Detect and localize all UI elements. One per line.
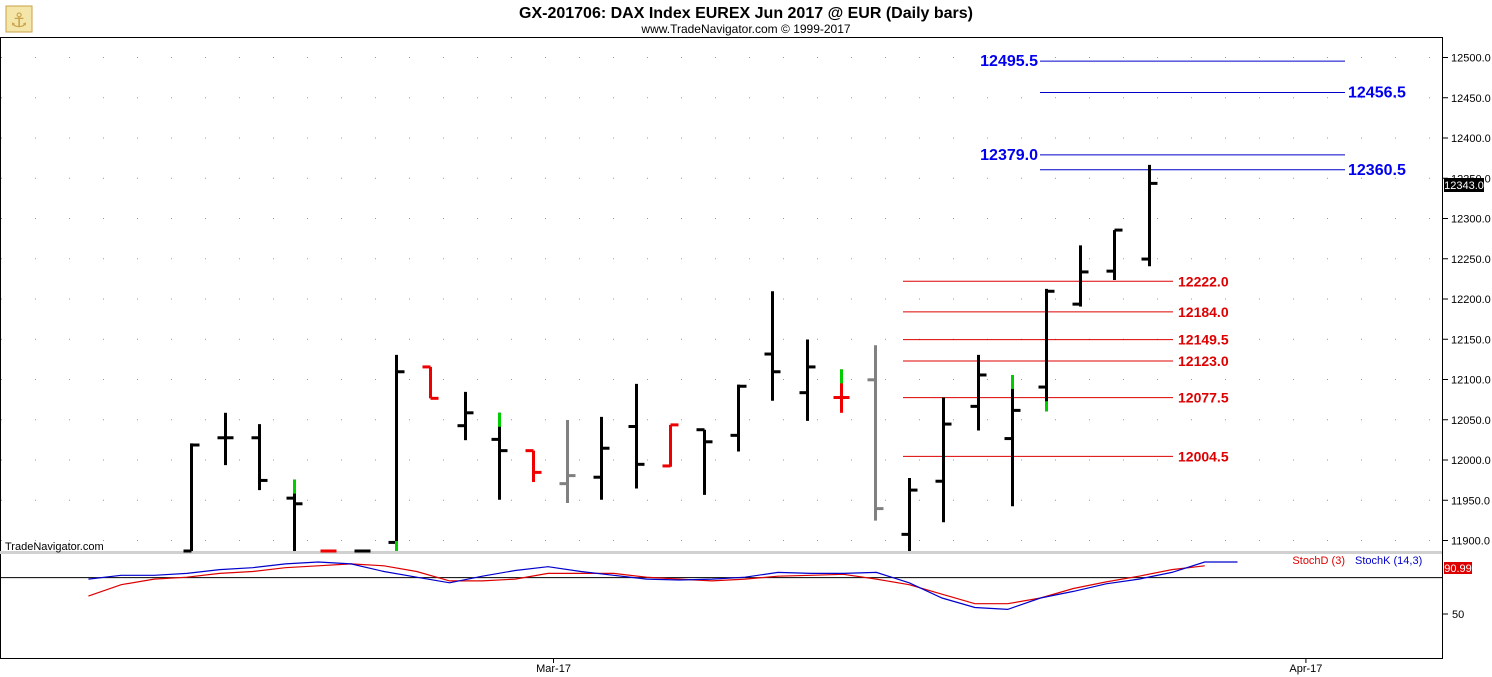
indicator-badge-text: 90.99 (1444, 563, 1472, 575)
ohlc-bar (1004, 374, 1021, 507)
indicator-panel (0, 553, 1443, 659)
ohlc-bar (354, 549, 371, 553)
price-panel (0, 37, 1443, 552)
price-tick-label: 12100.0 (1451, 375, 1491, 387)
stochastic-lines (1, 561, 1442, 611)
panel-divider (0, 551, 1443, 554)
stochk-legend: StochK (14,3) (1355, 555, 1422, 567)
svg-text:⚓: ⚓ (10, 8, 28, 32)
ohlc-bar (1072, 245, 1089, 307)
level-label: 12123.0 (1178, 353, 1229, 369)
chart-title: GX-201706: DAX Index EUREX Jun 2017 @ EU… (519, 5, 973, 22)
ohlc-bar (799, 339, 816, 421)
price-tick-label: 12500.0 (1451, 53, 1491, 65)
price-tick-label: 12300.0 (1451, 214, 1491, 226)
level-label: 12184.0 (1178, 304, 1229, 320)
price-tick-label: 12400.0 (1451, 133, 1491, 145)
ohlc-bar (696, 428, 713, 495)
ohlc-bar (491, 412, 508, 500)
logo-icon: ⚓ (5, 5, 33, 33)
date-axis: Mar-17 Apr-17 (536, 659, 1322, 675)
level-label: 12149.5 (1178, 332, 1229, 348)
ohlc-bar (970, 354, 987, 431)
level-label: 12360.5 (1348, 162, 1406, 179)
date-tick-label: Mar-17 (536, 663, 571, 675)
ohlc-bar (422, 365, 439, 400)
ohlc-bar (559, 420, 576, 503)
ohlc-bar (320, 549, 337, 553)
ohlc-bar (217, 412, 234, 466)
ohlc-bar (662, 423, 679, 468)
watermark: TradeNavigator.com (5, 541, 104, 553)
ohlc-bar (593, 416, 610, 500)
ohlc-bar (183, 443, 200, 553)
price-badge (1444, 178, 1484, 192)
ohlc-bar (901, 478, 918, 551)
ohlc-bar (1038, 288, 1055, 412)
ohlc-bar (833, 369, 850, 413)
ohlc-bar (935, 397, 952, 523)
price-tick-label: 12000.0 (1451, 455, 1491, 467)
ohlc-bar (525, 449, 542, 483)
price-tick-label: 12200.0 (1451, 294, 1491, 306)
ohlc-bar (388, 354, 405, 551)
level-label: 12495.5 (980, 53, 1038, 70)
ohlc-bar (730, 384, 747, 452)
price-tick-label: 12150.0 (1451, 334, 1491, 346)
stoch-k-line (88, 561, 1238, 611)
ohlc-bar (1141, 164, 1158, 267)
price-bars (183, 164, 1158, 553)
level-label: 12077.5 (1178, 390, 1229, 406)
level-label: 12379.0 (980, 147, 1038, 164)
price-tick-label: 11950.0 (1451, 495, 1490, 507)
indicator-tick-label: 50 (1452, 609, 1464, 621)
ohlc-bar (867, 345, 884, 521)
chart-subtitle: www.TradeNavigator.com © 1999-2017 (640, 22, 850, 36)
ohlc-bar (1106, 228, 1123, 280)
price-tick-label: 12050.0 (1451, 415, 1491, 427)
ohlc-bar (764, 291, 781, 401)
price-axis: 11900.0 11950.0 12000.0 12050.0 12100.0 12150… (1442, 53, 1491, 548)
stochd-legend: StochD (3) (1292, 555, 1345, 567)
stoch-d-line (88, 563, 1205, 605)
level-label: 12222.0 (1178, 273, 1229, 289)
price-badge-text: 12343.0 (1444, 180, 1484, 192)
indicator-badge (1444, 562, 1472, 574)
level-lines: 12495.5 12456.5 12379.0 12360.5 12222.0 12184… (903, 53, 1406, 464)
price-tick-label: 12250.0 (1451, 254, 1491, 266)
price-tick-label: 11900.0 (1451, 536, 1490, 548)
date-tick-label: Apr-17 (1289, 663, 1322, 675)
ohlc-bar (251, 424, 268, 491)
price-tick-label: 12450.0 (1451, 93, 1491, 105)
ohlc-bar (628, 383, 645, 489)
level-label: 12456.5 (1348, 85, 1406, 102)
ohlc-bar (457, 391, 474, 441)
ohlc-bar (286, 479, 303, 551)
level-label: 12004.5 (1178, 448, 1229, 464)
